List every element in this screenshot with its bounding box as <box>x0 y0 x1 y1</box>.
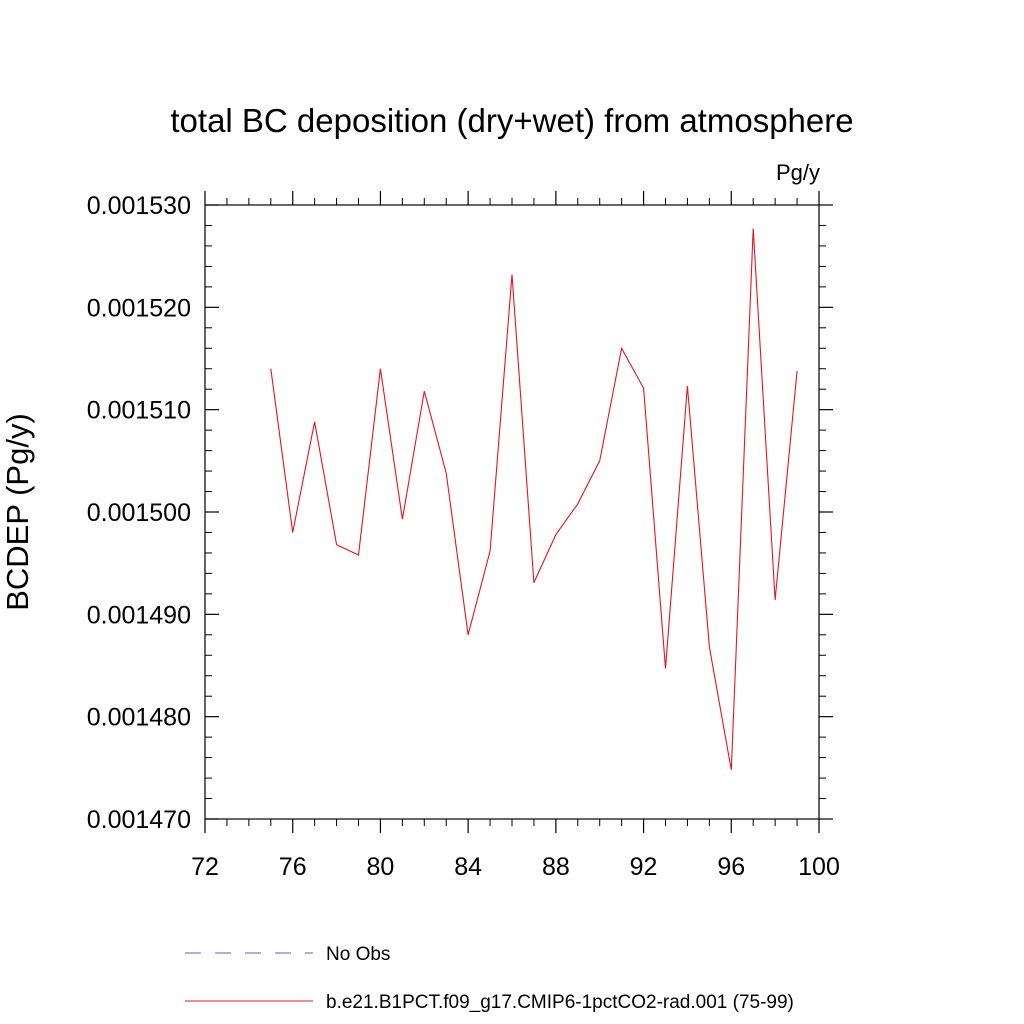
y-tick-label: 0.001480 <box>87 704 191 732</box>
x-tick-label: 84 <box>454 853 482 881</box>
x-tick-label: 88 <box>542 853 570 881</box>
tick-labels: 72 76 80 84 88 92 96 100 0.001470 0.001480 0.00149… <box>87 192 840 881</box>
y-tick-label: 0.001470 <box>87 806 191 834</box>
y-tick-label: 0.001510 <box>87 397 191 425</box>
chart-title: total BC deposition (dry+wet) from atmos… <box>170 102 853 139</box>
x-tick-label: 76 <box>279 853 307 881</box>
units-label: Pg/y <box>776 160 820 185</box>
series-layer <box>270 228 798 770</box>
x-tick-label: 96 <box>717 853 745 881</box>
legend: No Obs b.e21.B1PCT.f09_g17.CMIP6-1pctCO2… <box>185 944 794 1013</box>
minor-ticks <box>205 198 826 826</box>
x-tick-label: 72 <box>191 853 219 881</box>
y-tick-label: 0.001490 <box>87 601 191 629</box>
major-ticks <box>204 191 833 833</box>
x-tick-label: 92 <box>630 853 658 881</box>
y-tick-label: 0.001530 <box>87 192 191 220</box>
x-tick-label: 80 <box>367 853 395 881</box>
legend-label-model-run: b.e21.B1PCT.f09_g17.CMIP6-1pctCO2-rad.00… <box>326 992 794 1013</box>
y-tick-label: 0.001500 <box>87 499 191 527</box>
y-tick-label: 0.001520 <box>87 294 191 322</box>
series-line-1 <box>270 228 798 770</box>
legend-label-no-obs: No Obs <box>326 944 390 965</box>
x-tick-label: 100 <box>798 853 840 881</box>
y-axis-label: BCDEP (Pg/y) <box>0 413 35 611</box>
